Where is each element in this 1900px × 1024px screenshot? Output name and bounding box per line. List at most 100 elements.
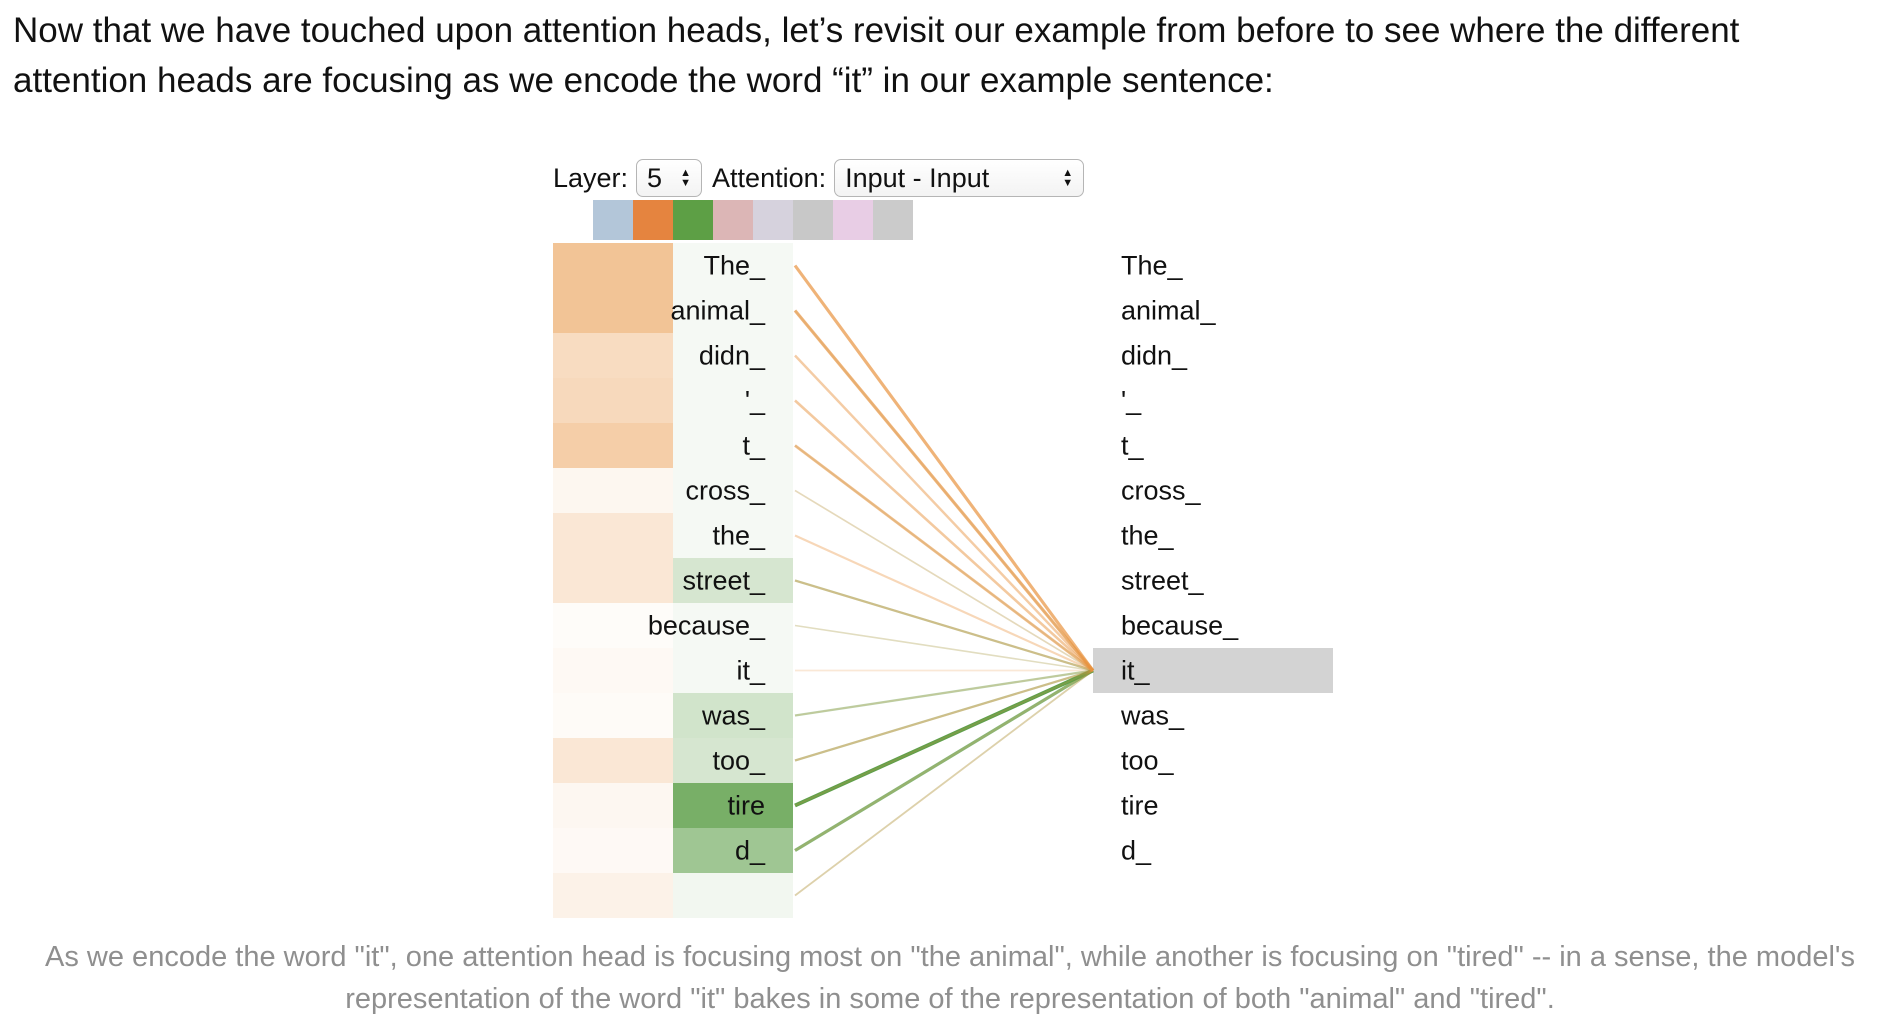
- orange-head-weight: [553, 648, 673, 693]
- orange-attention-line: [794, 669, 1094, 852]
- green-head-weight: [673, 513, 793, 558]
- right-token-label[interactable]: because_: [1121, 611, 1239, 641]
- attention-visualization: Layer: 5 ▲ ▼ Attention: Input - Input ▲ ▼ …: [553, 158, 1333, 928]
- right-token-label[interactable]: street_: [1121, 566, 1205, 596]
- orange-attention-line: [794, 534, 1094, 672]
- head-color-swatches: [593, 200, 913, 240]
- green-attention-line: [794, 624, 1094, 672]
- left-token-label[interactable]: cross_: [685, 476, 766, 506]
- left-token-label[interactable]: because_: [648, 611, 766, 641]
- green-attention-line: [794, 669, 1094, 717]
- orange-attention-line: [794, 669, 1094, 717]
- right-token-label[interactable]: cross_: [1121, 476, 1202, 506]
- orange-head-weight: [553, 783, 673, 828]
- right-token-label[interactable]: the_: [1121, 521, 1175, 551]
- left-token-label[interactable]: t_: [742, 431, 766, 461]
- layer-label: Layer:: [553, 162, 629, 193]
- orange-attention-line: [794, 354, 1094, 672]
- green-head-weight: [673, 648, 793, 693]
- green-head-weight: [673, 288, 793, 333]
- right-token-label[interactable]: too_: [1121, 746, 1175, 776]
- green-head-weight: [673, 558, 793, 603]
- green-head-weight: [673, 738, 793, 783]
- left-token-label[interactable]: d_: [735, 836, 766, 866]
- right-token-label[interactable]: tire: [1121, 791, 1159, 821]
- green-head-weight: [673, 243, 793, 288]
- green-attention-line: [794, 579, 1094, 672]
- green-attention-line: [794, 669, 1094, 897]
- orange-attention-line: [794, 579, 1094, 672]
- green-head-weight: [673, 468, 793, 513]
- left-token-label[interactable]: was_: [701, 701, 766, 731]
- orange-head-weight: [553, 333, 673, 378]
- left-token-label[interactable]: street_: [682, 566, 766, 596]
- figure-caption: As we encode the word "it", one attentio…: [45, 941, 1855, 1015]
- orange-attention-line: [794, 399, 1094, 672]
- right-token-label[interactable]: animal_: [1121, 296, 1217, 326]
- query-token-highlight: [1093, 648, 1333, 693]
- green-attention-line: [794, 669, 1094, 762]
- orange-head-weight: [553, 558, 673, 603]
- head-swatch-1[interactable]: [593, 200, 633, 240]
- orange-head-weight: [553, 288, 673, 333]
- green-head-weight: [673, 828, 793, 873]
- green-head-weight: [673, 693, 793, 738]
- green-head-weight: [673, 378, 793, 423]
- attention-value: Input - Input: [845, 162, 990, 193]
- updown-arrows-icon: ▲ ▼: [1062, 167, 1074, 189]
- green-attention-line: [794, 669, 1094, 852]
- right-token-label[interactable]: The_: [1121, 251, 1184, 281]
- orange-head-weight: [553, 468, 673, 513]
- head-swatch-7[interactable]: [833, 200, 873, 240]
- right-token-label[interactable]: d_: [1121, 836, 1152, 866]
- orange-attention-line: [793, 309, 1095, 672]
- intro-paragraph: Now that we have touched upon attention …: [13, 11, 1740, 100]
- left-token-label[interactable]: tire: [727, 791, 765, 821]
- green-attention-line: [794, 668, 1094, 808]
- left-token-label[interactable]: '_: [745, 386, 766, 416]
- orange-head-weight: [553, 378, 673, 423]
- orange-attention-line: [794, 669, 1094, 807]
- left-token-label[interactable]: the_: [712, 521, 766, 551]
- head-swatch-2[interactable]: [633, 200, 673, 240]
- right-token-label[interactable]: didn_: [1121, 341, 1188, 371]
- head-swatch-3[interactable]: [673, 200, 713, 240]
- orange-attention-line: [794, 669, 1094, 762]
- orange-head-weight: [553, 513, 673, 558]
- attention-select[interactable]: Input - Input ▲ ▼: [834, 159, 1085, 197]
- left-token-label[interactable]: The_: [703, 251, 766, 281]
- right-token-label[interactable]: t_: [1121, 431, 1145, 461]
- orange-attention-line: [793, 264, 1095, 672]
- orange-attention-line: [794, 669, 1094, 897]
- orange-head-weight: [553, 423, 673, 468]
- updown-arrows-icon: ▲ ▼: [680, 167, 692, 189]
- layer-select[interactable]: 5 ▲ ▼: [636, 159, 703, 197]
- green-head-weight: [673, 333, 793, 378]
- green-head-weight: [673, 873, 793, 918]
- controls-bar: Layer: 5 ▲ ▼ Attention: Input - Input ▲ ▼: [553, 158, 1094, 198]
- green-head-weight: [673, 423, 793, 468]
- green-head-weight: [673, 603, 793, 648]
- orange-attention-line: [794, 624, 1094, 672]
- right-token-label[interactable]: it_: [1121, 656, 1151, 686]
- orange-attention-line: [794, 444, 1094, 672]
- orange-attention-line: [794, 489, 1094, 672]
- orange-head-weight: [553, 828, 673, 873]
- green-attention-line: [794, 489, 1094, 672]
- right-token-label[interactable]: was_: [1120, 701, 1185, 731]
- head-swatch-4[interactable]: [713, 200, 753, 240]
- orange-head-weight: [553, 873, 673, 918]
- attention-diagram: The_ The_ animal_ animal_ didn_ didn_ '_ '_ t_ t_…: [553, 243, 1333, 918]
- left-token-label[interactable]: too_: [712, 746, 766, 776]
- head-swatch-5[interactable]: [753, 200, 793, 240]
- orange-head-weight: [553, 693, 673, 738]
- green-head-weight: [673, 783, 793, 828]
- head-swatch-6[interactable]: [793, 200, 833, 240]
- attention-label: Attention:: [712, 162, 827, 193]
- left-token-label[interactable]: animal_: [670, 296, 766, 326]
- head-swatch-8[interactable]: [873, 200, 913, 240]
- left-token-label[interactable]: it_: [736, 656, 766, 686]
- left-token-label[interactable]: didn_: [699, 341, 766, 371]
- orange-head-weight: [553, 738, 673, 783]
- right-token-label[interactable]: '_: [1121, 386, 1142, 416]
